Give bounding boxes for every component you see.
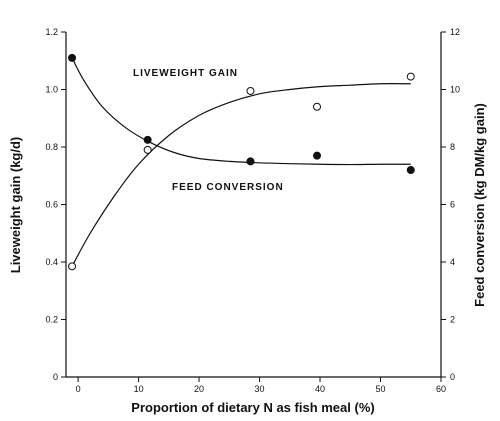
curves-layer xyxy=(71,57,411,267)
y-axis-right-title: Feed conversion (kg DM/kg gain) xyxy=(472,103,487,307)
x-tick-label: 40 xyxy=(315,384,325,394)
y-right-tick-label: 2 xyxy=(450,315,455,325)
feed-conversion-point xyxy=(406,166,415,174)
y-left-tick-label: 0.8 xyxy=(45,142,58,152)
feed-conversion-fit-curve xyxy=(71,57,411,166)
x-tick-label: 30 xyxy=(255,384,265,394)
liveweight-gain-point xyxy=(313,102,322,111)
y-left-tick-label: 1.2 xyxy=(45,27,58,37)
feed-conversion-point xyxy=(313,151,322,160)
y-left-tick-label: 0.4 xyxy=(45,257,58,267)
y-right-tick-label: 6 xyxy=(450,200,455,210)
y-axis-left-title: Liveweight gain (kg/d) xyxy=(8,137,23,274)
feed-conversion-point xyxy=(68,53,77,62)
x-tick-label: 10 xyxy=(134,384,144,394)
annotation-liveweight-gain: LIVEWEIGHT GAIN xyxy=(133,68,238,79)
y-right-tick-label: 8 xyxy=(450,142,455,152)
points-layer xyxy=(68,53,415,271)
feed-conversion-point xyxy=(246,157,255,166)
y-right-tick-label: 10 xyxy=(450,85,460,95)
y-left-tick-label: 0.2 xyxy=(45,315,58,325)
x-tick-label: 20 xyxy=(194,384,204,394)
annotation-feed-conversion: FEED CONVERSION xyxy=(172,182,284,193)
feed-conversion-point xyxy=(143,135,152,144)
liveweight-gain-point xyxy=(246,86,255,95)
y-left-tick-label: 0 xyxy=(53,372,58,382)
ticks-layer: 0 10 20 30 40 50 60 0 0.2 0.4 0.6 0.8 1.0 1.2 0 2 4 6 8 10 1… xyxy=(45,27,460,394)
y-right-tick-label: 4 xyxy=(450,257,455,267)
x-tick-label: 0 xyxy=(76,384,81,394)
y-left-tick-label: 0.6 xyxy=(45,200,58,210)
liveweight-gain-point xyxy=(143,145,152,154)
y-left-tick-label: 1.0 xyxy=(45,85,58,95)
y-right-tick-label: 12 xyxy=(450,27,460,37)
liveweight-gain-point xyxy=(406,72,415,81)
y-right-tick-label: 0 xyxy=(450,372,455,382)
x-tick-label: 50 xyxy=(376,384,386,394)
x-axis-title: Proportion of dietary N as fish meal (%) xyxy=(131,400,374,415)
liveweight-gain-fit-curve xyxy=(71,83,411,267)
x-tick-label: 60 xyxy=(436,384,446,394)
liveweight-gain-point xyxy=(68,262,77,271)
